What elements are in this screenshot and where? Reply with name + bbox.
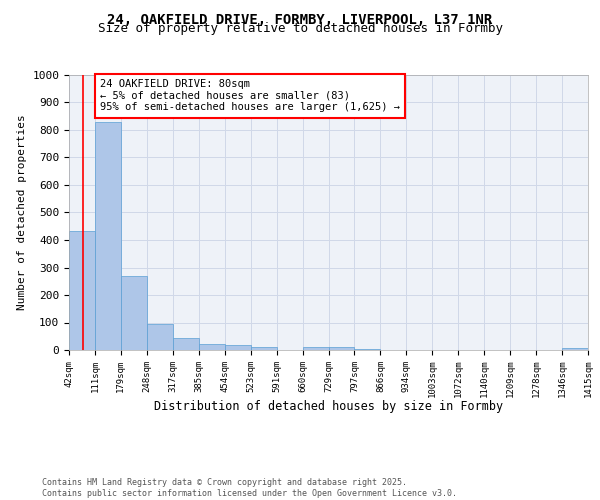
- Bar: [95, 122, 121, 350]
- Bar: [69, 230, 95, 350]
- X-axis label: Distribution of detached houses by size in Formby: Distribution of detached houses by size …: [154, 400, 503, 413]
- Bar: [329, 347, 355, 350]
- Bar: [147, 324, 173, 350]
- Text: Contains HM Land Registry data © Crown copyright and database right 2025.
Contai: Contains HM Land Registry data © Crown c…: [42, 478, 457, 498]
- Bar: [302, 347, 329, 350]
- Bar: [173, 338, 199, 350]
- Y-axis label: Number of detached properties: Number of detached properties: [17, 114, 27, 310]
- Bar: [251, 347, 277, 350]
- Text: 24 OAKFIELD DRIVE: 80sqm
← 5% of detached houses are smaller (83)
95% of semi-de: 24 OAKFIELD DRIVE: 80sqm ← 5% of detache…: [100, 79, 400, 112]
- Text: 24, OAKFIELD DRIVE, FORMBY, LIVERPOOL, L37 1NR: 24, OAKFIELD DRIVE, FORMBY, LIVERPOOL, L…: [107, 12, 493, 26]
- Bar: [355, 348, 380, 350]
- Bar: [121, 276, 147, 350]
- Bar: [562, 348, 588, 350]
- Text: Size of property relative to detached houses in Formby: Size of property relative to detached ho…: [97, 22, 503, 35]
- Bar: [199, 344, 225, 350]
- Bar: [225, 346, 251, 350]
